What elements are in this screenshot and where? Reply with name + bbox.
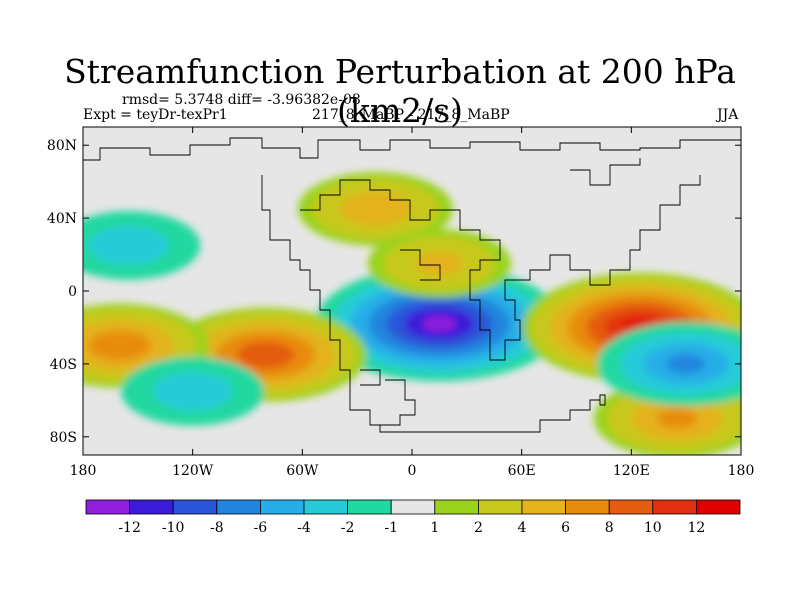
contour-band [104,233,153,258]
colorbar-swatch [696,499,741,515]
stats-label: rmsd= 5.3748 diff= -3.96382e-08 [122,92,361,108]
colorbar-swatch [608,499,654,515]
x-tick-label: 180 [70,463,97,479]
colorbar-label: -4 [297,520,311,536]
y-tick-label: 40N [47,211,77,227]
colorbar-label: -8 [210,520,224,536]
colorbar-swatch [565,499,610,515]
colorbar-label: 4 [518,520,527,536]
x-tick-label: 0 [408,463,417,479]
x-tick-label: 60W [286,463,319,479]
colorbar-label: -6 [254,520,268,536]
y-tick-label: 40S [50,357,77,373]
colorbar-label: -10 [162,520,185,536]
contour-band [656,408,698,429]
colorbar-swatch [303,499,348,515]
colorbar-label: 6 [561,520,570,536]
colorbar-swatch [477,499,523,515]
colorbar: -12 -10 -8 -6 -4 -2 -1 1 2 4 6 8 10 12 [85,499,741,536]
y-tick-label: 80N [47,138,77,154]
colorbar-swatch [129,499,174,515]
colorbar-label: 1 [430,520,439,536]
colorbar-label: 2 [474,520,483,536]
colorbar-swatch [521,499,566,515]
colorbar-swatch [347,499,392,515]
y-tick-label: 0 [68,284,77,300]
contour-band [422,315,457,332]
colorbar-label: -2 [341,520,355,536]
colorbar-swatch [172,499,218,515]
axes: 180 120W 60W 0 60E 120E 180 80N 40N 0 40S 80S [47,127,754,479]
colorbar-swatch [85,499,130,515]
colorbar-swatch [652,499,697,515]
contour-field [83,127,741,455]
colorbar-swatch [259,499,305,515]
case-label: 217_8_MaBP - 217_8_MaBP [312,107,510,123]
colorbar-swatch [390,499,436,515]
experiment-label: Expt = teyDr-texPr1 [83,107,228,123]
colorbar-label: 10 [644,520,662,536]
contour-band [666,354,706,374]
season-label: JJA [717,107,739,123]
chart-title: Streamfunction Perturbation at 200 hPa (… [64,52,736,130]
contour-band [247,345,285,364]
colorbar-label: 12 [687,520,705,536]
contour-band [168,379,217,403]
colorbar-label: -1 [384,520,398,536]
contour-band [99,336,140,356]
colorbar-label: 8 [605,520,614,536]
colorbar-label: -12 [118,520,141,536]
coastline [83,137,741,433]
contour-band [415,252,464,276]
x-tick-label: 120E [613,463,650,479]
x-tick-label: 60E [508,463,536,479]
x-tick-label: 180 [728,463,755,479]
colorbar-swatch [216,499,261,515]
contour-band [353,198,398,220]
y-tick-label: 80S [50,430,77,446]
x-tick-label: 120W [172,463,214,479]
colorbar-swatch [434,499,479,515]
